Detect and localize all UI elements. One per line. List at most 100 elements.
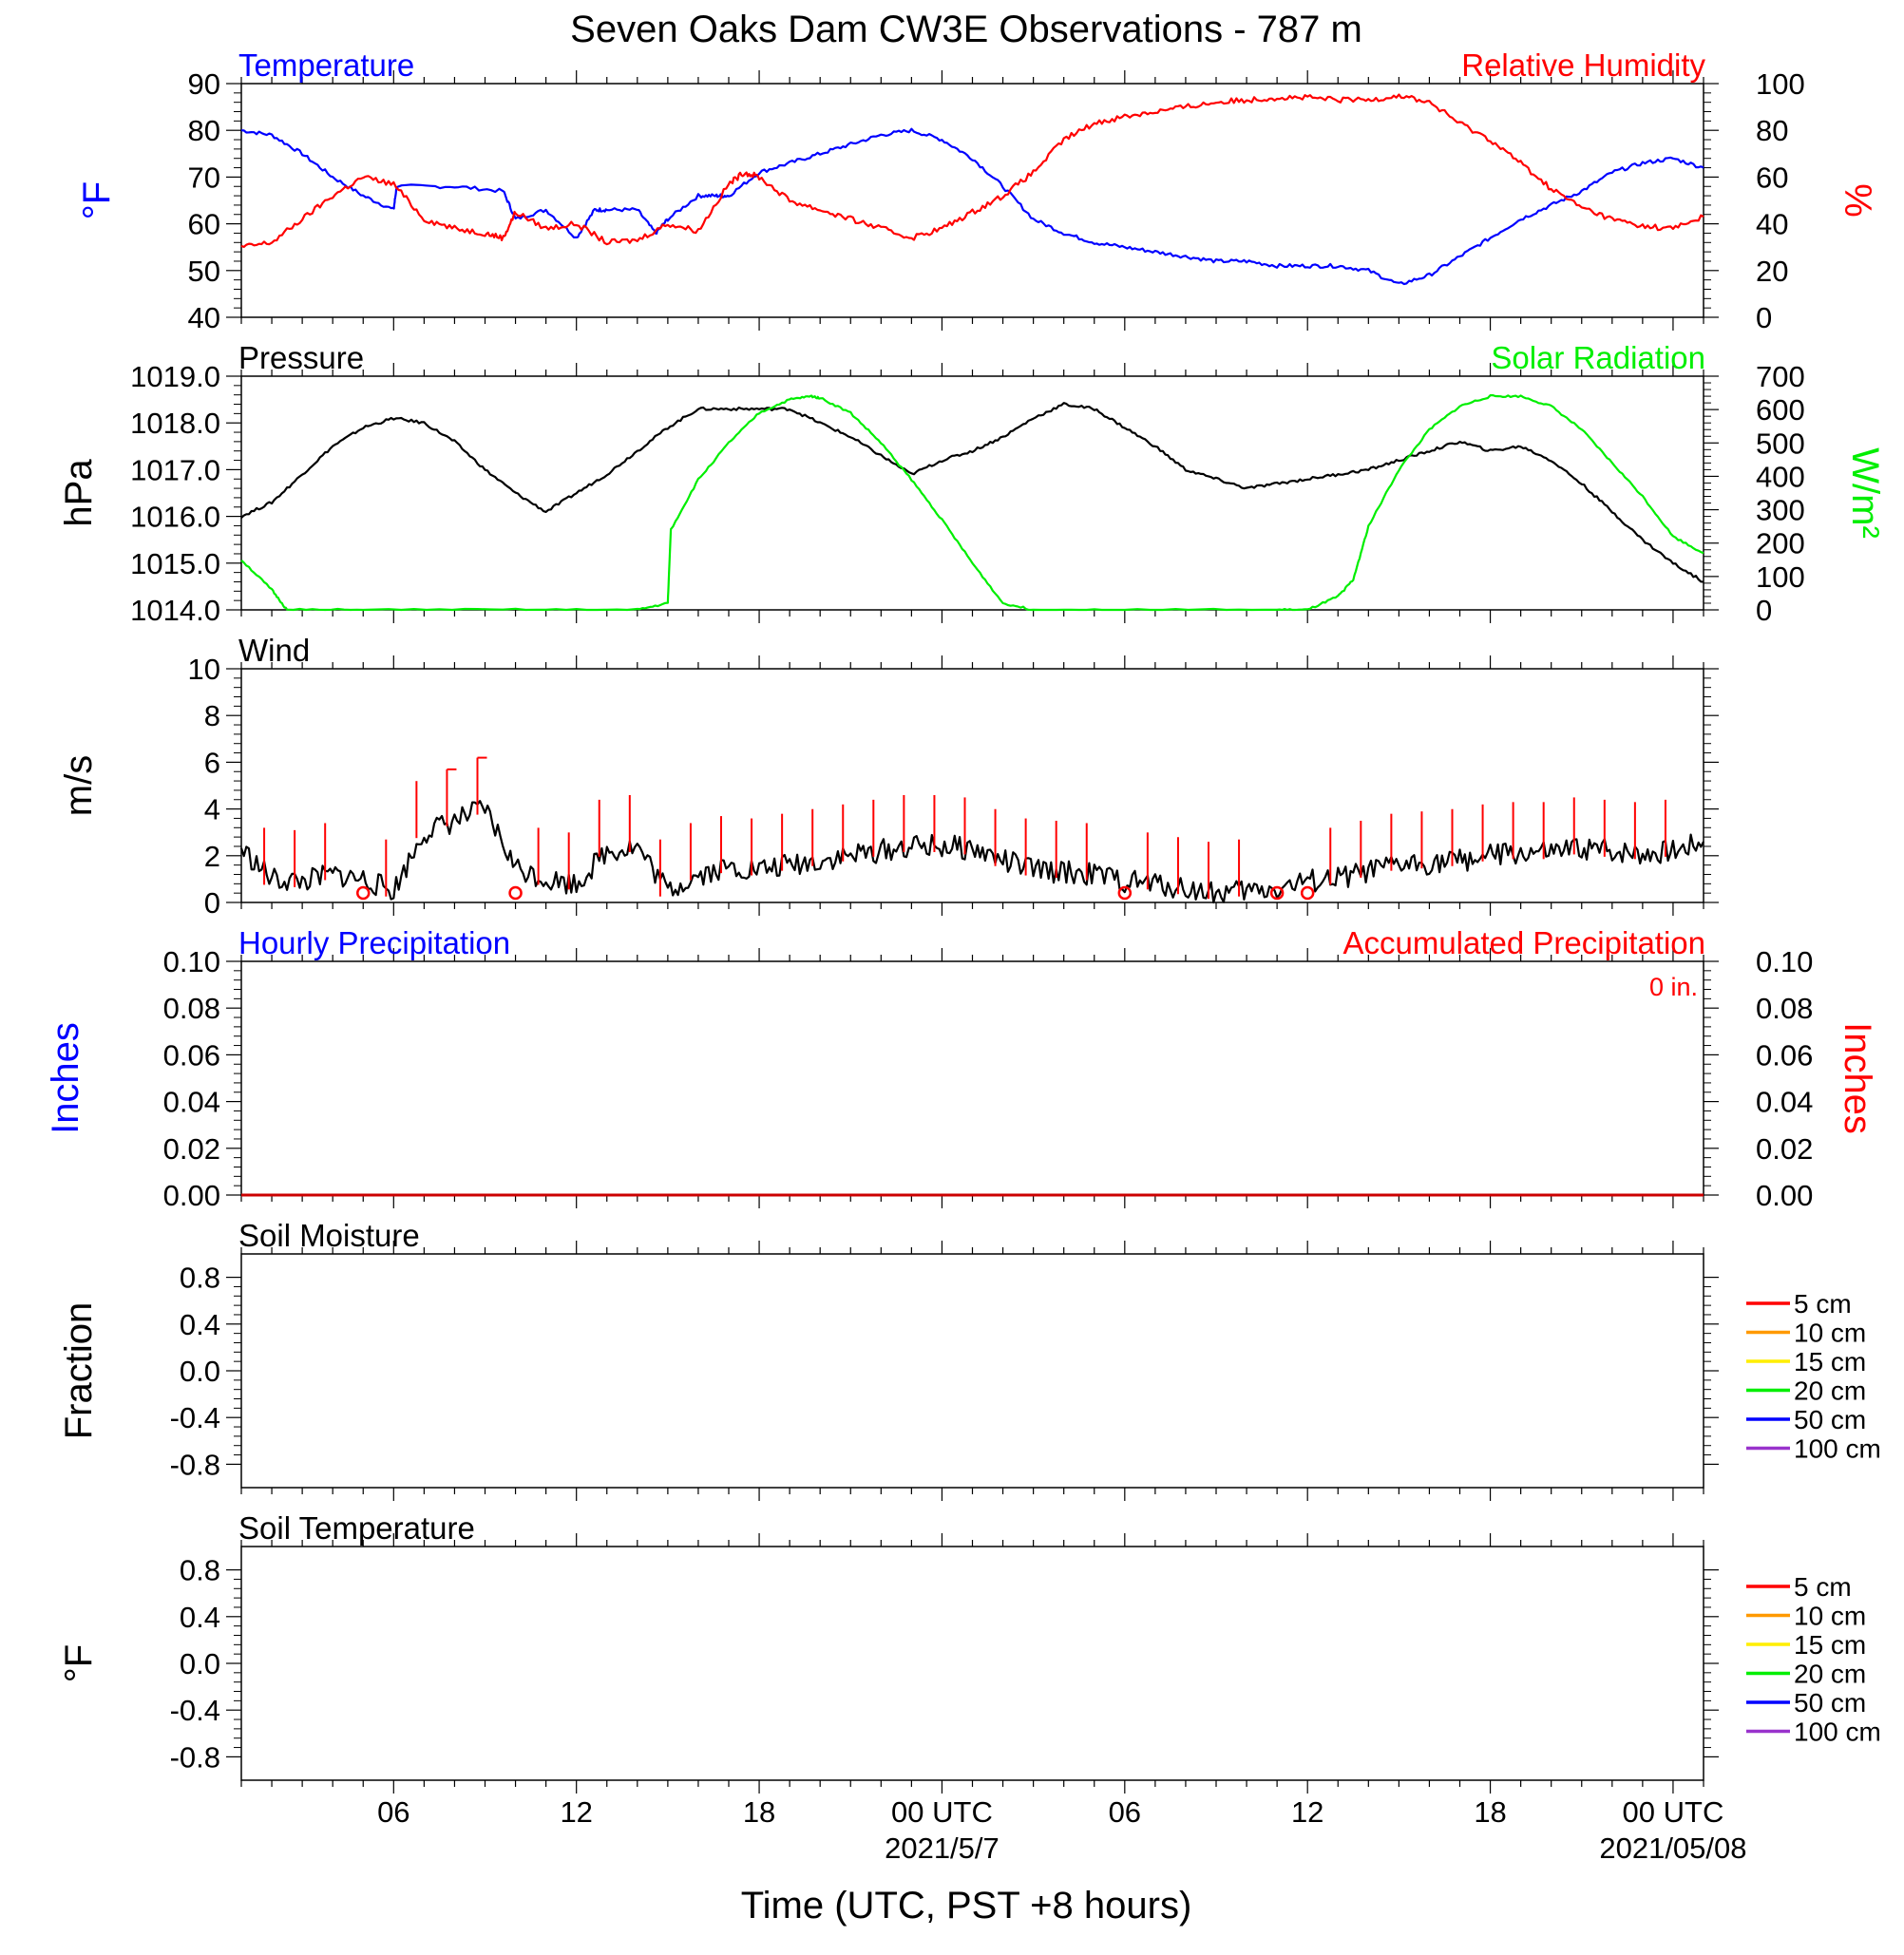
series-line-temperature-humidity-1 [240, 93, 1704, 248]
y-right-tick-label: 0 [1756, 594, 1772, 627]
legend-label: 10 cm [1794, 1602, 1866, 1631]
y-left-tick-label: 0.00 [163, 1179, 220, 1212]
y-right-tick-label: 0.04 [1756, 1086, 1813, 1119]
calm-wind-circle [508, 885, 523, 901]
y-left-tick-label: -0.4 [170, 1694, 220, 1727]
legend-label: 50 cm [1794, 1405, 1866, 1434]
y-left-tick-label: -0.8 [170, 1448, 220, 1481]
accumulated-total-label: 0 in. [1649, 973, 1698, 1001]
y-right-axis-label: Inches [1837, 1022, 1878, 1134]
y-left-tick-label: -0.8 [170, 1740, 220, 1774]
y-left-tick-label: 1014.0 [130, 594, 220, 627]
x-tick-label: 12 [560, 1795, 592, 1829]
y-left-tick-label: 50 [188, 255, 220, 288]
panel-title-left: Hourly Precipitation [238, 925, 510, 960]
y-right-tick-label: 40 [1756, 208, 1788, 241]
y-left-tick-label: 10 [188, 653, 220, 686]
legend-label: 15 cm [1794, 1630, 1866, 1660]
panel-temperature-humidity: 40 50 60 70 80 90 0 20 40 60 80 100 Temperature Relat… [76, 47, 1878, 334]
x-tick-label: 06 [1109, 1795, 1141, 1829]
panel-title-left: Soil Temperature [238, 1510, 475, 1546]
x-tick-label: 06 [377, 1795, 409, 1829]
y-right-tick-label: 0.02 [1756, 1132, 1813, 1166]
y-right-tick-label: 100 [1756, 67, 1805, 101]
y-left-tick-label: 1018.0 [130, 407, 220, 440]
y-left-tick-label: 2 [204, 840, 220, 873]
y-left-tick-label: 1015.0 [130, 547, 220, 580]
y-right-tick-label: 0.00 [1756, 1179, 1813, 1212]
y-left-tick-label: 0.8 [180, 1554, 220, 1587]
y-left-tick-label: 80 [188, 114, 220, 147]
plot-frame [240, 375, 1704, 611]
panel-pressure-solar: 1014.0 1015.0 1016.0 1017.0 1018.0 1019.0 0100… [58, 340, 1886, 627]
panel-title-left: Wind [238, 633, 310, 668]
y-left-tick-label: 0.8 [180, 1262, 220, 1295]
legend-label: 20 cm [1794, 1376, 1866, 1406]
plot-frame [240, 1546, 1704, 1781]
calm-wind-circle [1269, 885, 1285, 901]
y-right-tick-label: 500 [1756, 427, 1805, 460]
y-right-tick-label: 600 [1756, 393, 1805, 427]
calm-wind-circle [1117, 885, 1133, 901]
x-tick-label: 18 [743, 1795, 775, 1829]
y-right-axis-label: % [1837, 183, 1878, 218]
y-left-axis-label: Inches [45, 1022, 86, 1134]
x-tick-label: 00 UTC [891, 1795, 993, 1829]
plot-frame [240, 83, 1704, 318]
y-left-tick-label: 0.0 [180, 1355, 220, 1388]
y-right-tick-label: 400 [1756, 460, 1805, 493]
y-right-tick-label: 20 [1756, 255, 1788, 288]
panel-title-left: Temperature [238, 47, 414, 83]
y-left-tick-label: 0.4 [180, 1601, 220, 1634]
panel-precipitation: 0.00 0.02 0.04 0.06 0.08 0.10 0.00 0.02 0.04 0.06… [45, 925, 1878, 1212]
y-left-tick-label: 0.4 [180, 1308, 220, 1341]
calm-wind-circle [356, 885, 371, 901]
y-right-tick-label: 0.10 [1756, 945, 1813, 978]
y-right-tick-label: 0 [1756, 301, 1772, 334]
x-tick-date: 2021/05/08 [1599, 1832, 1746, 1865]
x-axis-label: Time (UTC, PST +8 hours) [741, 1885, 1192, 1927]
legend-label: 15 cm [1794, 1347, 1866, 1376]
y-right-tick-label: 300 [1756, 494, 1805, 527]
panel-title-right: Relative Humidity [1461, 47, 1705, 83]
y-left-tick-label: 4 [204, 793, 220, 826]
plot-frame [240, 668, 1704, 903]
plot-frame [240, 960, 1704, 1196]
y-left-tick-label: 40 [188, 301, 220, 334]
y-left-axis-label: °F [58, 1644, 100, 1682]
y-left-axis-label: Fraction [58, 1302, 100, 1440]
y-left-tick-label: 0.02 [163, 1132, 220, 1166]
legend-label: 5 cm [1794, 1289, 1852, 1319]
series-line-temperature-humidity-0 [240, 127, 1704, 286]
series-line-wind-0 [239, 800, 1704, 904]
y-left-tick-label: 0.06 [163, 1038, 220, 1072]
legend-label: 50 cm [1794, 1688, 1866, 1718]
y-left-axis-label: °F [76, 181, 118, 219]
chart-title: Seven Oaks Dam CW3E Observations - 787 m [570, 9, 1362, 50]
y-left-tick-label: 0.10 [163, 945, 220, 978]
y-left-tick-label: 8 [204, 699, 220, 732]
y-left-tick-label: 1016.0 [130, 501, 220, 534]
panel-title-left: Soil Moisture [238, 1218, 420, 1253]
y-left-axis-label: m/s [58, 755, 100, 816]
legend-label: 10 cm [1794, 1319, 1866, 1348]
y-right-axis-label: W/m² [1844, 447, 1886, 539]
legend-label: 100 cm [1794, 1434, 1881, 1464]
x-tick-date: 2021/5/7 [885, 1832, 1000, 1865]
y-left-tick-label: 70 [188, 161, 220, 194]
legend-label: 5 cm [1794, 1572, 1852, 1602]
y-right-tick-label: 200 [1756, 527, 1805, 560]
series-line-pressure-solar-0 [240, 402, 1704, 583]
legend-label: 20 cm [1794, 1660, 1866, 1689]
y-left-tick-label: 6 [204, 746, 220, 779]
panel-title-right: Accumulated Precipitation [1342, 925, 1705, 960]
x-tick-label: 00 UTC [1623, 1795, 1724, 1829]
y-left-tick-label: 0.0 [180, 1647, 220, 1680]
panel-wind: 0 2 4 6 8 10 Wind m/s [58, 633, 1719, 920]
y-right-tick-label: 700 [1756, 360, 1805, 393]
x-tick-label: 12 [1291, 1795, 1323, 1829]
